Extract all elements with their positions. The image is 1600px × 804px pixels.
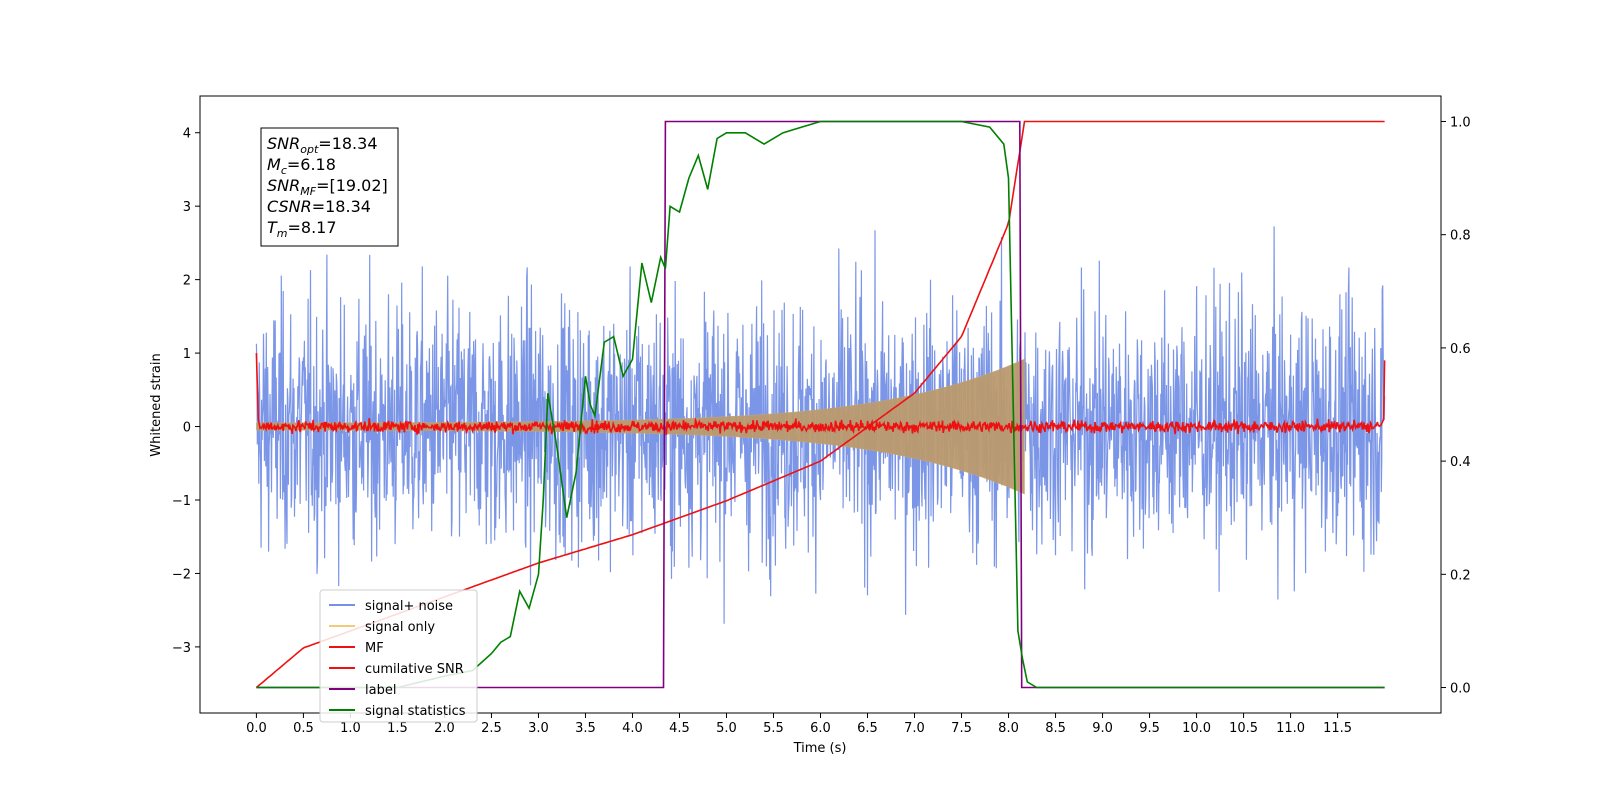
x-tick-label: 9.5 [1139,721,1160,736]
axes-layer: 0.0 0.5 1.0 1.5 2.0 2.5 3.0 3.5 4.0 4.5 5.0 5.5 6.0 6… [172,115,1471,736]
series-signal-only-area [256,358,1025,495]
y-left-tick-label: 0 [183,421,191,436]
x-tick-label: 3.5 [575,721,596,736]
legend-label: signal only [365,620,435,635]
x-axis-label: Time (s) [793,741,847,756]
info-mc: Mc=6.18 [267,155,336,177]
legend: signal+ noise signal only MF cumilative SNR… [319,589,478,723]
x-tick-label: 8.5 [1045,721,1066,736]
info-tm: Tm=8.17 [267,218,337,240]
x-tick-label: 7.0 [904,721,925,736]
x-tick-label: 1.0 [340,721,361,736]
y-right-tick-label: 0.8 [1450,229,1471,244]
y-left-tick-label: −3 [172,641,191,656]
series-signal-statistics-line [256,120,1385,689]
legend-label: cumilative SNR [365,662,464,677]
y-axis-label: Whitened strain [149,353,164,456]
x-tick-label: 9.0 [1092,721,1113,736]
y-right-tick-label: 0.0 [1450,682,1471,697]
y-left-tick-label: −1 [172,494,191,509]
x-tick-label: 4.0 [622,721,643,736]
y-right-tick-label: 0.6 [1450,342,1471,357]
legend-label: label [365,683,396,698]
x-tick-label: 1.5 [387,721,408,736]
x-tick-label: 0.5 [293,721,314,736]
x-tick-label: 11.5 [1323,721,1352,736]
legend-label: signal statistics [365,704,466,719]
y-right-tick-label: 0.4 [1450,455,1471,470]
x-tick-label: 0.0 [246,721,267,736]
legend-label: signal+ noise [365,599,453,614]
x-tick-label: 11.0 [1276,721,1305,736]
series-signal-noise-line [255,226,1386,624]
info-box-frame [260,127,399,247]
info-snr-opt: SNRopt=18.34 [267,134,378,156]
x-tick-label: 10.0 [1182,721,1211,736]
x-tick-label: 6.5 [857,721,878,736]
legend-label: MF [365,641,384,656]
x-tick-label: 10.5 [1229,721,1258,736]
y-left-tick-label: −2 [172,567,191,582]
legend-frame [319,589,478,723]
y-left-tick-label: 1 [183,347,191,362]
series-layer [255,120,1386,689]
x-tick-label: 2.5 [481,721,502,736]
info-csnr: CSNR=18.34 [267,197,371,216]
x-tick-label: 5.5 [763,721,784,736]
y-left-tick-label: 2 [183,274,191,289]
x-tick-label: 7.5 [951,721,972,736]
x-tick-label: 3.0 [528,721,549,736]
x-tick-label: 5.0 [716,721,737,736]
x-tick-label: 8.0 [998,721,1019,736]
series-mf-line [255,353,1386,435]
x-tick-label: 4.5 [669,721,690,736]
x-tick-label: 6.0 [810,721,831,736]
y-left-tick-label: 3 [183,200,191,215]
info-box: SNRopt=18.34 Mc=6.18 SNRMF=[19.02] CSNR=… [260,127,399,247]
y-left-tick-label: 4 [183,127,191,142]
y-right-tick-label: 0.2 [1450,568,1471,583]
y-right-tick-label: 1.0 [1450,115,1471,130]
x-tick-label: 2.0 [434,721,455,736]
info-snr-mf: SNRMF=[19.02] [267,176,388,198]
